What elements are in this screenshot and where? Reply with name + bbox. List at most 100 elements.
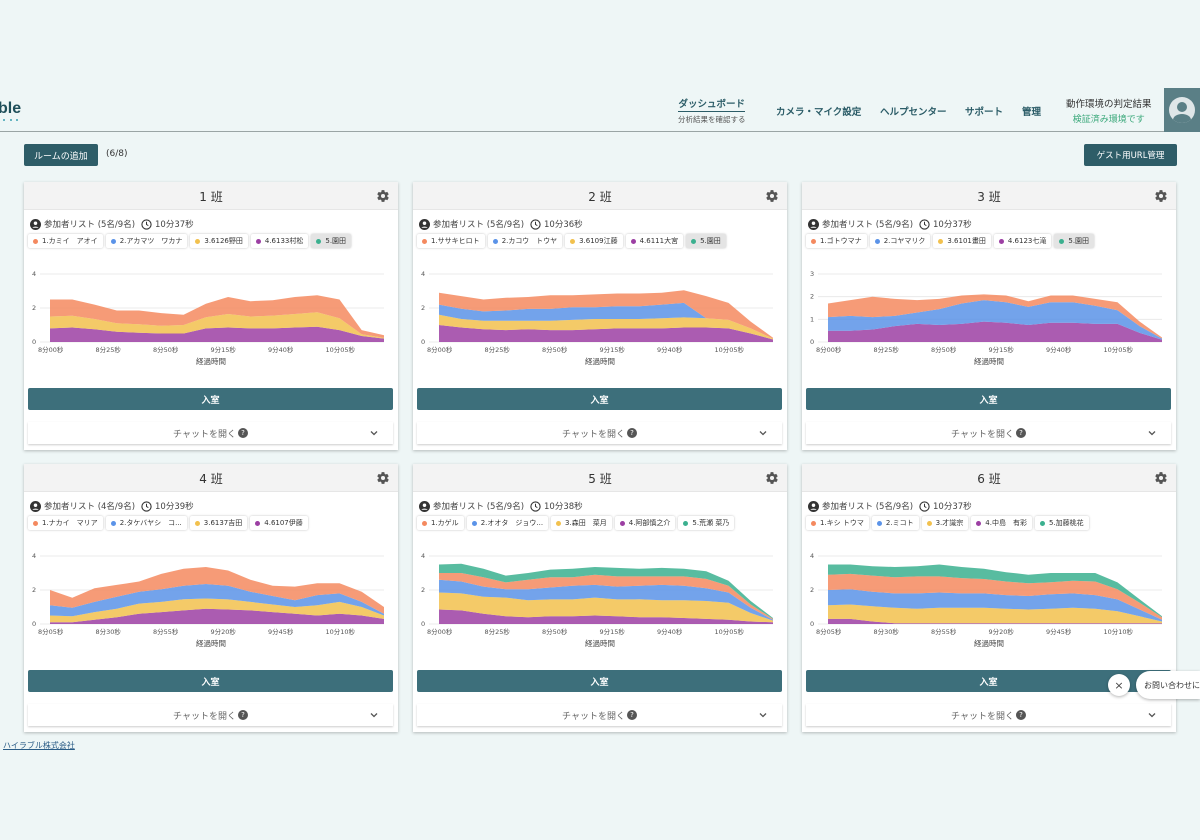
nav-support[interactable]: サポート — [965, 107, 1004, 118]
member-chip[interactable]: 3.6126野田 — [190, 234, 248, 248]
enter-room-button[interactable]: 入室 — [28, 388, 393, 410]
app-logo[interactable]: ble — [0, 100, 22, 117]
nav-admin[interactable]: 管理 — [1022, 107, 1042, 118]
x-tick-label: 8分25秒 — [96, 345, 122, 354]
help-question-icon[interactable]: ? — [626, 428, 637, 438]
member-color-dot — [255, 520, 261, 526]
member-chip[interactable]: 4.6111大宮 — [625, 234, 684, 248]
settings-gear-icon[interactable] — [1154, 471, 1168, 485]
participant-list-label[interactable]: 参加者リスト (5名/9名) — [822, 220, 914, 230]
enter-room-button[interactable]: 入室 — [806, 670, 1171, 692]
help-question-icon[interactable]: ? — [626, 710, 637, 720]
enter-room-button[interactable]: 入室 — [417, 388, 782, 410]
enter-room-button[interactable]: 入室 — [806, 388, 1171, 410]
member-chip[interactable]: 5.園田 — [311, 234, 352, 248]
x-tick-label: 9分15秒 — [600, 345, 626, 354]
member-chip[interactable]: 1.カミイ アオイ — [28, 234, 103, 248]
enter-room-button[interactable]: 入室 — [28, 670, 393, 692]
member-chip[interactable]: 5.加藤桃花 — [1034, 516, 1089, 530]
member-chip[interactable]: 1.ササキヒロト — [417, 234, 485, 248]
logo-dots-icon — [3, 119, 18, 121]
member-chip[interactable]: 3.6101畫田 — [933, 234, 991, 248]
x-tick-label: 8分00秒 — [427, 345, 453, 354]
member-chip[interactable]: 1.カゲル — [417, 516, 464, 530]
member-color-dot — [1059, 238, 1065, 244]
member-chip[interactable]: 2.コヤマリク — [869, 234, 931, 248]
x-tick-label: 9分40秒 — [657, 345, 683, 354]
member-name: 5.荒瀬 菜乃 — [692, 519, 730, 527]
member-chip[interactable]: 3.6137吉田 — [189, 516, 248, 530]
settings-gear-icon[interactable] — [1154, 189, 1168, 203]
chart-area-series — [439, 579, 773, 621]
settings-gear-icon[interactable] — [376, 471, 390, 485]
member-color-dot — [811, 520, 816, 526]
participant-list-label[interactable]: 参加者リスト (5名/9名) — [433, 220, 525, 230]
contact-chat-bubble[interactable]: お問い合わせに回答 — [1136, 671, 1200, 699]
member-chip[interactable]: 4.阿部慎之介 — [614, 516, 676, 530]
member-chip[interactable]: 1.ゴトウマナ — [806, 234, 867, 248]
participant-list-label[interactable]: 参加者リスト (5名/9名) — [822, 502, 914, 512]
open-chat-toggle[interactable]: チャットを開く ? — [28, 422, 393, 444]
member-name: 2.オオタ ジョウ... — [480, 519, 544, 527]
member-name: 3.才識宗 — [935, 519, 964, 527]
close-icon[interactable]: × — [1108, 674, 1130, 696]
member-chip[interactable]: 4.中島 有彩 — [971, 516, 1032, 530]
chat-label: チャットを開く — [173, 429, 236, 440]
help-question-icon[interactable]: ? — [1015, 428, 1026, 438]
member-chip[interactable]: 5.園田 — [686, 234, 726, 248]
member-chip[interactable]: 2.ミコト — [871, 516, 919, 530]
participant-list-label[interactable]: 参加者リスト (5名/9名) — [44, 220, 136, 230]
member-color-dot — [471, 520, 477, 526]
member-chip[interactable]: 3.6109江藤 — [565, 234, 623, 248]
member-chip[interactable]: 2.アカマツ ワカナ — [105, 234, 188, 248]
elapsed-time: 10分37秒 — [155, 220, 194, 230]
x-tick-label: 9分15秒 — [989, 345, 1015, 354]
member-name: 4.阿部慎之介 — [628, 519, 671, 527]
user-avatar-icon — [1169, 97, 1195, 123]
open-chat-toggle[interactable]: チャットを開く ? — [417, 704, 782, 726]
participant-meta: 参加者リスト (5名/9名) 10分38秒 — [419, 500, 583, 512]
member-chip[interactable]: 3.才識宗 — [921, 516, 969, 530]
add-room-button[interactable]: ルームの追加 — [24, 144, 98, 166]
nav-dashboard[interactable]: ダッシュボード 分析結果を確認する — [678, 96, 746, 125]
help-question-icon[interactable]: ? — [1015, 710, 1026, 720]
user-avatar[interactable] — [1164, 88, 1200, 132]
elapsed-time: 10分38秒 — [544, 502, 583, 512]
member-chip[interactable]: 2.タケバヤシ コ... — [105, 516, 187, 530]
company-link[interactable]: ハイラブル株式会社 — [3, 741, 75, 750]
enter-room-button[interactable]: 入室 — [417, 670, 782, 692]
open-chat-toggle[interactable]: チャットを開く ? — [28, 704, 393, 726]
help-question-icon[interactable]: ? — [237, 428, 248, 438]
open-chat-toggle[interactable]: チャットを開く ? — [806, 704, 1171, 726]
chevron-down-icon — [370, 713, 378, 718]
member-chip[interactable]: 1.キシ トウマ — [806, 516, 869, 530]
room-card: 2 班 参加者リスト (5名/9名) 10分36秒 1.ササキヒロト 2.カコウ … — [413, 182, 787, 450]
member-chip[interactable]: 4.6123七滝 — [993, 234, 1052, 248]
nav-help-center[interactable]: ヘルプセンター — [880, 107, 947, 118]
member-chip[interactable]: 5.荒瀬 菜乃 — [678, 516, 735, 530]
member-chip[interactable]: 5.園田 — [1054, 234, 1095, 248]
settings-gear-icon[interactable] — [376, 189, 390, 203]
nav-camera-settings[interactable]: カメラ・マイク設定 — [776, 107, 862, 118]
participant-list-label[interactable]: 参加者リスト (5名/9名) — [433, 502, 525, 512]
help-question-icon[interactable]: ? — [237, 710, 248, 720]
member-name: 1.ナカイ マリア — [42, 519, 98, 527]
open-chat-toggle[interactable]: チャットを開く ? — [806, 422, 1171, 444]
member-chip[interactable]: 4.6107伊藤 — [250, 516, 308, 530]
open-chat-toggle[interactable]: チャットを開く ? — [417, 422, 782, 444]
settings-gear-icon[interactable] — [765, 471, 779, 485]
clock-icon — [141, 218, 152, 230]
member-chip[interactable]: 3.森田 菜月 — [551, 516, 612, 530]
env-check-result[interactable]: 動作環境の判定結果 検証済み環境です — [1066, 96, 1152, 125]
member-chip[interactable]: 2.オオタ ジョウ... — [466, 516, 549, 530]
member-chip[interactable]: 2.カコウ トウヤ — [487, 234, 563, 248]
participant-list-label[interactable]: 参加者リスト (4名/9名) — [44, 502, 136, 512]
x-tick-label: 10分05秒 — [715, 627, 745, 636]
x-axis-label: 経過時間 — [974, 356, 1004, 366]
guest-url-management-button[interactable]: ゲスト用URL管理 — [1084, 144, 1177, 166]
settings-gear-icon[interactable] — [765, 189, 779, 203]
member-chip[interactable]: 1.ナカイ マリア — [28, 516, 103, 530]
member-chip[interactable]: 4.6133村松 — [250, 234, 309, 248]
